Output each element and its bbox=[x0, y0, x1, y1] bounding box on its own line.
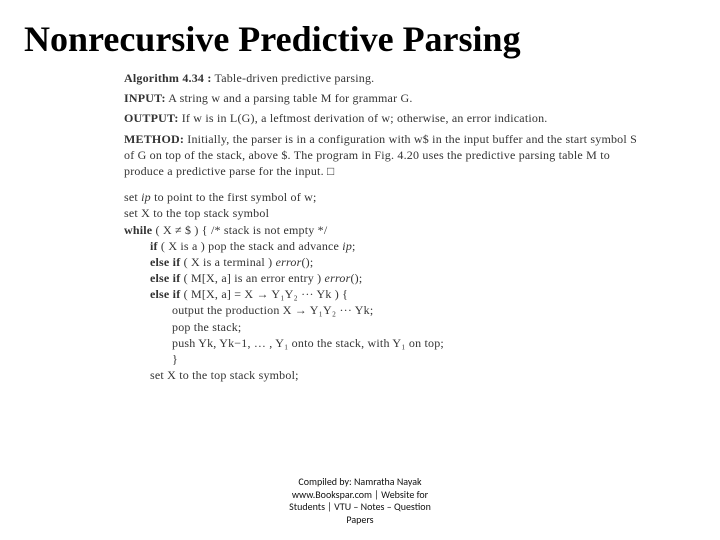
pseudocode: set ip to point to the first symbol of w… bbox=[124, 189, 644, 383]
code-text: } bbox=[124, 351, 644, 367]
output-text: If w is in L(G), a leftmost derivation o… bbox=[179, 111, 548, 125]
method-text: Initially, the parser is in a configurat… bbox=[124, 132, 637, 178]
algorithm-text: Algorithm 4.34 : Table-driven predictive… bbox=[124, 70, 644, 383]
code-text: ; bbox=[352, 239, 356, 253]
code-text: set X to the top stack symbol; bbox=[124, 367, 644, 383]
code-text: ip bbox=[141, 190, 151, 204]
code-text: ip bbox=[342, 239, 352, 253]
code-text: ( M[X, a] = X → Y₁Y₂ ··· Yk ) { bbox=[180, 287, 348, 301]
code-text: to point to the first symbol of w; bbox=[151, 190, 317, 204]
code-text: push Yk, Yk−1, … , Y₁ onto the stack, wi… bbox=[124, 335, 644, 351]
code-keyword: else if bbox=[150, 271, 180, 285]
code-keyword: if bbox=[150, 239, 158, 253]
code-text: ( X is a terminal ) bbox=[180, 255, 275, 269]
algorithm-desc: Table-driven predictive parsing. bbox=[212, 71, 375, 85]
input-text: A string w and a parsing table M for gra… bbox=[166, 91, 413, 105]
code-text: (); bbox=[301, 255, 313, 269]
code-text: error bbox=[325, 271, 351, 285]
footer-line: Compiled by: Namratha Nayak bbox=[250, 476, 470, 489]
algorithm-label: Algorithm 4.34 : bbox=[124, 71, 212, 85]
footer-line: Students | VTU – Notes – Question bbox=[250, 501, 470, 514]
input-label: INPUT: bbox=[124, 91, 166, 105]
code-keyword: else if bbox=[150, 287, 180, 301]
footer-credit: Compiled by: Namratha Nayak www.Bookspar… bbox=[250, 476, 470, 526]
code-text: set X to the top stack symbol bbox=[124, 205, 644, 221]
code-text: ( X ≠ $ ) { /* stack is not empty */ bbox=[152, 223, 327, 237]
output-label: OUTPUT: bbox=[124, 111, 179, 125]
code-keyword: while bbox=[124, 223, 152, 237]
code-text: pop the stack; bbox=[124, 319, 644, 335]
code-text: error bbox=[276, 255, 302, 269]
code-text: ( M[X, a] is an error entry ) bbox=[180, 271, 324, 285]
code-text: (); bbox=[350, 271, 362, 285]
slide: Nonrecursive Predictive Parsing Algorith… bbox=[0, 0, 720, 383]
slide-title: Nonrecursive Predictive Parsing bbox=[24, 18, 686, 60]
code-text: output the production X → Y₁Y₂ ··· Yk; bbox=[124, 302, 644, 318]
footer-line: Papers bbox=[250, 514, 470, 527]
code-text: set bbox=[124, 190, 141, 204]
code-text: ( X is a ) pop the stack and advance bbox=[158, 239, 343, 253]
method-label: METHOD: bbox=[124, 132, 184, 146]
code-keyword: else if bbox=[150, 255, 180, 269]
